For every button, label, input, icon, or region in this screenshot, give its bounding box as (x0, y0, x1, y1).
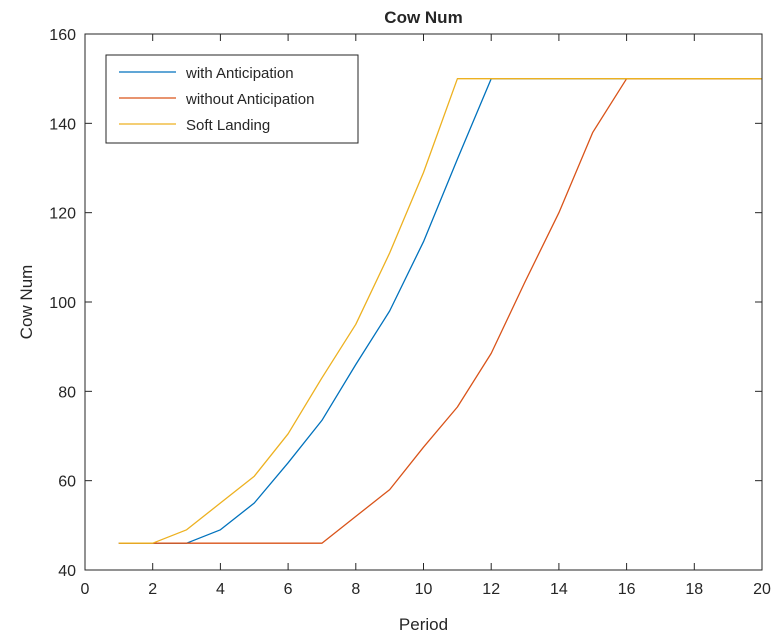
chart-title: Cow Num (384, 8, 462, 27)
y-tick-label: 160 (49, 27, 76, 44)
y-tick-label: 80 (58, 384, 76, 401)
x-tick-label: 16 (618, 581, 636, 598)
legend-label: without Anticipation (185, 91, 314, 108)
x-tick-label: 6 (284, 581, 293, 598)
y-tick-label: 40 (58, 563, 76, 580)
legend-label: Soft Landing (186, 117, 270, 134)
x-tick-label: 4 (216, 581, 225, 598)
y-axis-label: Cow Num (17, 265, 36, 340)
x-tick-label: 0 (81, 581, 90, 598)
x-tick-label: 20 (753, 581, 771, 598)
x-tick-label: 2 (148, 581, 157, 598)
x-tick-label: 8 (351, 581, 360, 598)
y-tick-label: 60 (58, 474, 76, 491)
x-tick-label: 10 (415, 581, 433, 598)
y-tick-label: 100 (49, 295, 76, 312)
y-tick-label: 120 (49, 206, 76, 223)
legend-label: with Anticipation (185, 65, 294, 82)
y-tick-label: 140 (49, 116, 76, 133)
x-tick-label: 18 (685, 581, 703, 598)
x-tick-label: 12 (482, 581, 500, 598)
x-axis-label: Period (399, 615, 448, 634)
x-tick-label: 14 (550, 581, 568, 598)
legend: with Anticipation without Anticipation Sof… (106, 55, 358, 143)
